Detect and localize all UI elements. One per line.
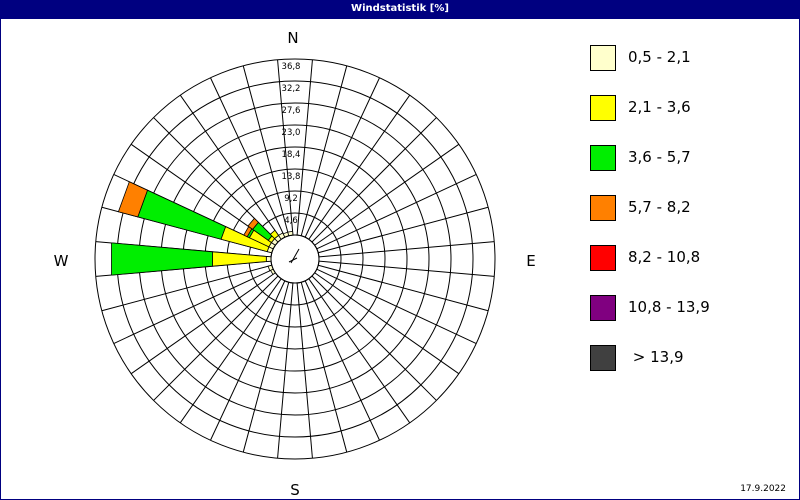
wind-sectors xyxy=(111,181,294,276)
grid-spoke xyxy=(308,278,411,424)
legend-item: 0,5 - 2,1 xyxy=(590,45,790,71)
grid-spoke xyxy=(153,275,279,401)
grid-spoke xyxy=(113,268,274,344)
legend-swatch xyxy=(590,195,616,221)
radial-tick-label: 13,8 xyxy=(282,172,301,182)
sector-segment xyxy=(117,181,149,218)
direction-label-east: E xyxy=(526,252,535,270)
window-title: Windstatistik [%] xyxy=(0,0,800,19)
sector-segment xyxy=(265,256,272,262)
direction-label-west: W xyxy=(54,252,69,270)
grid-spoke xyxy=(318,206,489,254)
radial-tick-label: 32,2 xyxy=(282,84,301,94)
grid-spoke xyxy=(300,282,348,453)
sector-segment xyxy=(269,229,280,240)
grid-spoke xyxy=(316,174,477,250)
grid-ring xyxy=(94,58,496,460)
legend-swatch xyxy=(590,295,616,321)
legend-swatch xyxy=(590,95,616,121)
calm-marker xyxy=(288,257,298,263)
grid-spoke xyxy=(130,272,276,375)
legend-label: 5,7 - 8,2 xyxy=(628,198,691,216)
grid-spoke xyxy=(296,282,313,459)
legend-label: 10,8 - 13,9 xyxy=(628,298,710,316)
direction-label-south: S xyxy=(290,481,300,499)
sector-segment xyxy=(111,242,213,276)
direction-label-north: N xyxy=(287,29,298,47)
grid-spoke xyxy=(179,94,282,240)
grid-spoke xyxy=(314,272,460,375)
grid-spoke xyxy=(314,143,460,246)
legend-label: 3,6 - 5,7 xyxy=(628,148,691,166)
grid-spoke xyxy=(318,241,495,258)
radial-tick-label: 18,4 xyxy=(282,150,301,160)
sector-segment xyxy=(212,251,267,267)
grid-spoke xyxy=(308,94,411,240)
legend-label: 0,5 - 2,1 xyxy=(628,48,691,66)
grid-spoke xyxy=(277,59,294,236)
grid-spoke xyxy=(300,65,348,236)
grid-spoke xyxy=(242,65,290,236)
radial-tick-label: 4,6 xyxy=(284,216,298,226)
legend-swatch xyxy=(590,45,616,71)
legend-item: > 13,9 xyxy=(590,345,790,371)
grid-spoke xyxy=(179,278,282,424)
grid-spoke xyxy=(210,77,286,238)
grid-spoke xyxy=(101,264,272,312)
legend-swatch xyxy=(590,345,616,371)
legend-swatch xyxy=(590,245,616,271)
sector-segment xyxy=(137,189,227,240)
legend-swatch xyxy=(590,145,616,171)
radial-tick-label: 36,8 xyxy=(282,62,301,72)
date-label: 17.9.2022 xyxy=(740,484,786,494)
legend-item: 3,6 - 5,7 xyxy=(590,145,790,171)
grid-spoke xyxy=(242,282,290,453)
grid-spoke xyxy=(318,264,489,312)
grid-spoke xyxy=(210,280,286,441)
grid-spoke xyxy=(277,282,294,459)
legend-item: 10,8 - 13,9 xyxy=(590,295,790,321)
radial-tick-label: 23,0 xyxy=(282,128,301,138)
grid-spoke xyxy=(304,77,380,238)
radial-tick-labels: 4,6 9,2 13,8 18,4 23,0 27,6 32,2 36,8 xyxy=(282,62,301,226)
legend-item: 8,2 - 10,8 xyxy=(590,245,790,271)
legend-label: 8,2 - 10,8 xyxy=(628,248,701,266)
radial-tick-label: 27,6 xyxy=(282,106,301,116)
grid-spoke xyxy=(311,117,437,243)
legend-item: 2,1 - 3,6 xyxy=(590,95,790,121)
wind-rose-chart: 4,6 9,2 13,8 18,4 23,0 27,6 32,2 36,8 N E S W xyxy=(54,29,536,499)
grid-spoke xyxy=(296,59,313,236)
grid-spoke xyxy=(316,268,477,344)
grid-spoke xyxy=(304,280,380,441)
grid-spoke xyxy=(311,275,437,401)
legend-label: > 13,9 xyxy=(628,348,684,366)
radial-tick-label: 9,2 xyxy=(284,194,298,204)
center-ring xyxy=(270,234,320,284)
legend-item: 5,7 - 8,2 xyxy=(590,195,790,221)
legend-label: 2,1 - 3,6 xyxy=(628,98,691,116)
grid-spoke xyxy=(318,260,495,277)
sector-segment xyxy=(247,217,259,230)
